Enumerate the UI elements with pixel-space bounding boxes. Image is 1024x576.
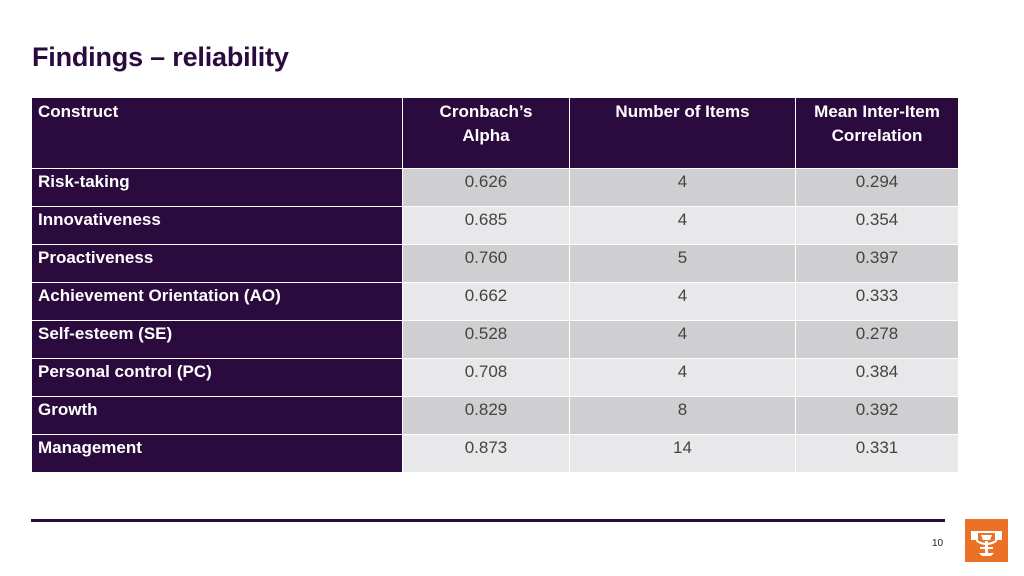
items-cell: 4 [569,206,796,245]
alpha-cell: 0.685 [402,206,570,245]
mic-cell: 0.384 [795,358,959,397]
alpha-cell: 0.626 [402,168,570,207]
alpha-cell: 0.662 [402,282,570,321]
alpha-cell: 0.760 [402,244,570,283]
page-number: 10 [932,538,944,549]
header-construct: Construct [31,97,403,169]
alpha-cell: 0.528 [402,320,570,359]
items-cell: 5 [569,244,796,283]
header-alpha-line2: Alpha [462,126,510,145]
mic-cell: 0.294 [795,168,959,207]
items-cell: 4 [569,282,796,321]
construct-cell: Proactiveness [31,244,403,283]
mic-cell: 0.392 [795,396,959,435]
alpha-cell: 0.873 [402,434,570,473]
header-mean-inter-item-correlation: Mean Inter-Item Correlation [795,97,959,169]
header-alpha-line1: Cronbach’s [439,102,533,121]
construct-cell: Risk-taking [31,168,403,207]
construct-cell: Innovativeness [31,206,403,245]
mic-cell: 0.333 [795,282,959,321]
items-cell: 4 [569,358,796,397]
table-row: Self-esteem (SE) 0.528 4 0.278 [31,320,959,359]
items-cell: 8 [569,396,796,435]
alpha-cell: 0.829 [402,396,570,435]
table-row: Achievement Orientation (AO) 0.662 4 0.3… [31,282,959,321]
reliability-table: Construct Cronbach’s Alpha Number of Ite… [31,97,959,473]
construct-cell: Management [31,434,403,473]
construct-cell: Achievement Orientation (AO) [31,282,403,321]
items-cell: 4 [569,168,796,207]
construct-cell: Personal control (PC) [31,358,403,397]
footer-divider [31,519,945,522]
mic-cell: 0.331 [795,434,959,473]
header-number-of-items: Number of Items [569,97,796,169]
header-mic-line2: Correlation [831,126,923,145]
header-mic-line1: Mean Inter-Item [814,102,940,121]
mic-cell: 0.397 [795,244,959,283]
table-row: Proactiveness 0.760 5 0.397 [31,244,959,283]
table-row: Personal control (PC) 0.708 4 0.384 [31,358,959,397]
table-row: Innovativeness 0.685 4 0.354 [31,206,959,245]
mic-cell: 0.354 [795,206,959,245]
table-row: Growth 0.829 8 0.392 [31,396,959,435]
table-header-row: Construct Cronbach’s Alpha Number of Ite… [31,97,959,169]
items-cell: 4 [569,320,796,359]
slide-title: Findings – reliability [32,42,289,72]
construct-cell: Self-esteem (SE) [31,320,403,359]
table-row: Risk-taking 0.626 4 0.294 [31,168,959,207]
header-cronbach-alpha: Cronbach’s Alpha [402,97,570,169]
items-cell: 14 [569,434,796,473]
alpha-cell: 0.708 [402,358,570,397]
construct-cell: Growth [31,396,403,435]
mic-cell: 0.278 [795,320,959,359]
university-crest-icon [965,519,1008,562]
table-row: Management 0.873 14 0.331 [31,434,959,473]
